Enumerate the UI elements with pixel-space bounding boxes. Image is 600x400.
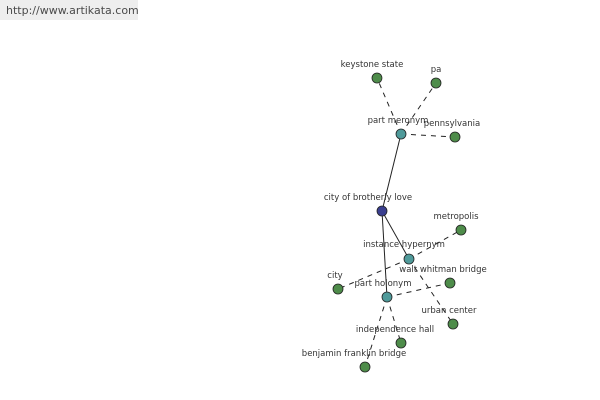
- edge: [381, 210, 388, 298]
- site-url[interactable]: http://www.artikata.com: [0, 0, 139, 20]
- node-label: independence hall: [356, 325, 434, 335]
- node: [381, 291, 393, 303]
- node-label: city of brotherly love: [324, 193, 412, 203]
- node: [376, 205, 388, 217]
- node: [332, 283, 344, 295]
- node: [447, 318, 459, 330]
- edge: [381, 133, 402, 212]
- node: [430, 77, 442, 89]
- node: [449, 131, 461, 143]
- node: [359, 361, 371, 373]
- node-label: pennsylvania: [424, 119, 480, 129]
- node: [395, 128, 407, 140]
- node: [444, 277, 456, 289]
- edge: [408, 258, 454, 325]
- node-label: keystone state: [341, 60, 404, 70]
- node-label: metropolis: [433, 212, 479, 222]
- edge: [386, 282, 451, 298]
- edge: [376, 77, 402, 135]
- node: [371, 72, 383, 84]
- node-label: part meronym: [368, 116, 429, 126]
- node-label: city: [327, 271, 342, 281]
- node-label: walt whitman bridge: [399, 265, 486, 275]
- edge: [381, 210, 410, 260]
- node-label: pa: [431, 65, 442, 75]
- node-label: instance hypernym: [363, 240, 445, 250]
- edge: [337, 258, 410, 290]
- edge: [386, 296, 402, 344]
- node-label: part holonym: [355, 279, 412, 289]
- node-label: benjamin franklin bridge: [302, 349, 406, 359]
- node: [403, 253, 415, 265]
- node: [455, 224, 467, 236]
- edge: [400, 82, 437, 135]
- edge: [364, 296, 388, 368]
- edge: [400, 133, 456, 138]
- node: [395, 337, 407, 349]
- node-label: urban center: [422, 306, 477, 316]
